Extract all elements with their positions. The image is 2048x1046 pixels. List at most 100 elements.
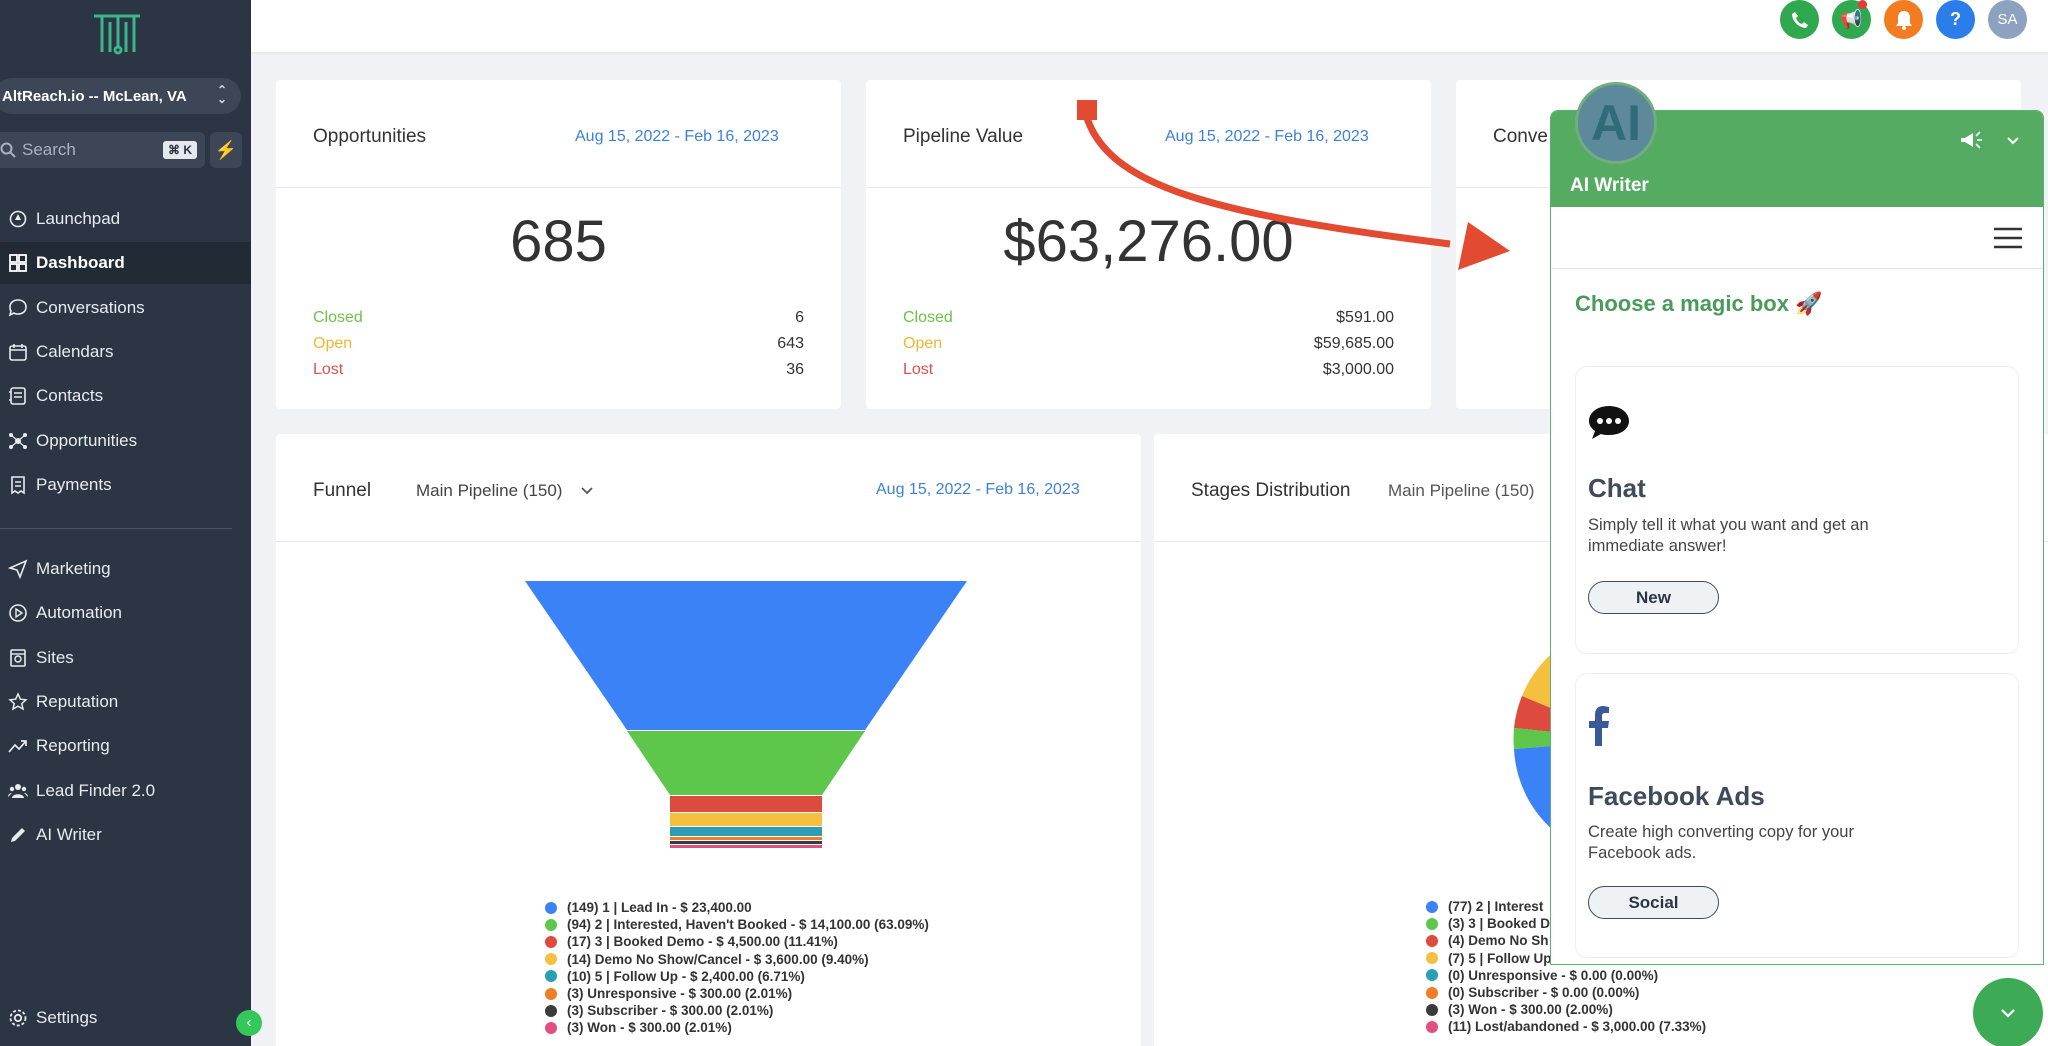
legend-label: (7) 5 | Follow Up	[1448, 950, 1552, 966]
lost-label: Lost	[313, 361, 344, 378]
ai-writer-panel: AI Writer Choose a magic box 🚀 Chat Simp…	[1550, 110, 2044, 965]
legend-item[interactable]: (0) Subscriber - $ 0.00 (0.00%)	[1426, 984, 1706, 1001]
hamburger-menu-icon[interactable]	[1994, 227, 2022, 249]
legend-item[interactable]: (17) 3 | Booked Demo - $ 4,500.00 (11.41…	[545, 933, 929, 950]
sidebar-item-lead-finder-2-0[interactable]: Lead Finder 2.0	[0, 770, 251, 812]
notifications-button[interactable]	[1884, 0, 1923, 39]
legend-item[interactable]: (3) 3 | Booked D	[1426, 915, 1706, 932]
funnel-stage-subscriber[interactable]	[670, 841, 822, 844]
closed-label: Closed	[903, 309, 953, 326]
legend-item[interactable]: (3) Won - $ 300.00 (2.00%)	[1426, 1001, 1706, 1018]
funnel-stage-booked-demo[interactable]	[670, 796, 822, 812]
automation-icon	[0, 603, 36, 623]
megaphone-mute-icon[interactable]	[1959, 131, 1983, 151]
magic-box-chat[interactable]: Chat Simply tell it what you want and ge…	[1575, 366, 2019, 654]
user-avatar[interactable]: SA	[1988, 0, 2027, 39]
grid-icon	[0, 253, 36, 273]
legend-item[interactable]: (0) Unresponsive - $ 0.00 (0.00%)	[1426, 967, 1706, 984]
sidebar-item-label: Reporting	[36, 736, 110, 756]
sidebar-item-calendars[interactable]: Calendars	[0, 331, 251, 373]
sidebar-item-label: Conversations	[36, 297, 145, 317]
sidebar-item-marketing[interactable]: Marketing	[0, 548, 251, 590]
funnel-stage-no-show[interactable]	[670, 813, 822, 826]
sidebar-item-sites[interactable]: Sites	[0, 637, 251, 679]
search-input[interactable]: Search	[22, 140, 76, 159]
chevron-left-icon: ‹	[246, 1014, 252, 1031]
open-label: Open	[313, 335, 353, 352]
legend-item[interactable]: (7) 5 | Follow Up	[1426, 950, 1706, 967]
legend-label: (10) 5 | Follow Up - $ 2,400.00 (6.71%)	[567, 968, 805, 984]
card-title: Stages Distribution	[1191, 480, 1351, 501]
funnel-stage-won[interactable]	[670, 845, 822, 848]
lost-value: 36	[786, 361, 804, 378]
sidebar-item-label: Automation	[36, 603, 122, 623]
magic-box-facebook-ads[interactable]: Facebook Ads Create high converting copy…	[1575, 673, 2019, 958]
sidebar-item-conversations[interactable]: Conversations	[0, 287, 251, 329]
collapse-sidebar-button[interactable]: ‹	[236, 1010, 262, 1036]
quick-action-button[interactable]: ⚡	[210, 132, 242, 168]
pipeline-select[interactable]: Main Pipeline (150)	[416, 481, 594, 501]
funnel-stage-follow-up[interactable]	[670, 827, 822, 836]
legend-item[interactable]: (3) Won - $ 300.00 (2.01%)	[545, 1019, 929, 1036]
brand-logo[interactable]	[90, 12, 144, 56]
sidebar-item-label: AI Writer	[36, 824, 102, 844]
legend-item[interactable]: (149) 1 | Lead In - $ 23,400.00	[545, 899, 929, 916]
annotation-arrow	[1077, 100, 1510, 270]
pipeline-select[interactable]: Main Pipeline (150)	[1388, 481, 1535, 500]
search-box[interactable]: Search ⌘ K	[0, 132, 205, 168]
legend-item[interactable]: (94) 2 | Interested, Haven't Booked - $ …	[545, 916, 929, 933]
sidebar-item-reporting[interactable]: Reporting	[0, 725, 251, 767]
sidebar-item-reputation[interactable]: Reputation	[0, 681, 251, 723]
funnel-stage-lead-in[interactable]	[525, 581, 967, 730]
closed-label: Closed	[313, 309, 363, 326]
sidebar-item-ai-writer[interactable]: AI Writer	[0, 814, 251, 856]
legend-item[interactable]: (77) 2 | Interest	[1426, 898, 1706, 915]
avatar-initials: SA	[1997, 11, 2018, 28]
sidebar-item-payments[interactable]: Payments	[0, 464, 251, 506]
legend-item[interactable]: (3) Subscriber - $ 300.00 (2.01%)	[545, 1002, 929, 1019]
legend-item[interactable]: (11) Lost/abandoned - $ 3,000.00 (7.33%)	[1426, 1018, 1706, 1035]
help-button[interactable]: ?	[1936, 0, 1975, 39]
gear-icon	[0, 1008, 36, 1028]
card-header	[276, 434, 1141, 542]
closed-value: 6	[795, 309, 804, 326]
sidebar-item-label: Calendars	[36, 341, 114, 361]
social-button[interactable]: Social	[1588, 886, 1719, 919]
new-chat-button[interactable]: New	[1588, 581, 1719, 614]
legend-swatch	[1426, 900, 1438, 913]
date-range[interactable]: Aug 15, 2022 - Feb 16, 2023	[876, 481, 1080, 498]
phone-button[interactable]	[1780, 0, 1819, 39]
legend-swatch	[1426, 969, 1438, 982]
bell-icon	[1895, 10, 1912, 30]
sidebar-item-automation[interactable]: Automation	[0, 592, 251, 634]
network-icon	[0, 431, 36, 451]
legend-swatch	[1426, 952, 1438, 965]
legend-item[interactable]: (10) 5 | Follow Up - $ 2,400.00 (6.71%)	[545, 968, 929, 985]
ai-writer-avatar: AI	[1575, 82, 1657, 164]
sidebar-item-contacts[interactable]: Contacts	[0, 375, 251, 417]
sidebar-item-label: Opportunities	[36, 430, 138, 450]
sidebar-item-opportunities[interactable]: Opportunities	[0, 420, 251, 462]
lost-value: $3,000.00	[1322, 361, 1394, 378]
funnel-card: Funnel Main Pipeline (150) Aug 15, 2022 …	[276, 434, 1141, 1046]
announcements-button[interactable]: 📢	[1832, 0, 1871, 39]
toggle-ai-writer-button[interactable]	[1973, 978, 2043, 1046]
card-header	[276, 80, 841, 188]
sidebar-item-dashboard[interactable]: Dashboard	[0, 242, 251, 285]
closed-value: $591.00	[1336, 309, 1394, 326]
legend-item[interactable]: (3) Unresponsive - $ 300.00 (2.01%)	[545, 985, 929, 1002]
date-range[interactable]: Aug 15, 2022 - Feb 16, 2023	[1165, 128, 1369, 145]
chevron-down-icon[interactable]	[2006, 136, 2020, 146]
legend-item[interactable]: (14) Demo No Show/Cancel - $ 3,600.00 (9…	[545, 951, 929, 968]
sidebar-item-launchpad[interactable]: Launchpad	[0, 198, 251, 240]
chat-bubble-icon	[0, 298, 36, 318]
date-range[interactable]: Aug 15, 2022 - Feb 16, 2023	[575, 128, 779, 145]
legend-swatch	[545, 1021, 557, 1034]
card-title: Opportunities	[313, 126, 427, 147]
sidebar-divider	[0, 528, 232, 529]
legend-item[interactable]: (4) Demo No Sh	[1426, 932, 1706, 949]
sidebar-item-settings[interactable]: Settings	[0, 997, 251, 1039]
funnel-stage-unresponsive[interactable]	[670, 837, 822, 840]
funnel-stage-interested[interactable]	[627, 731, 865, 795]
location-switcher[interactable]: AltReach.io -- McLean, VA ⌃ ⌄	[0, 78, 241, 114]
